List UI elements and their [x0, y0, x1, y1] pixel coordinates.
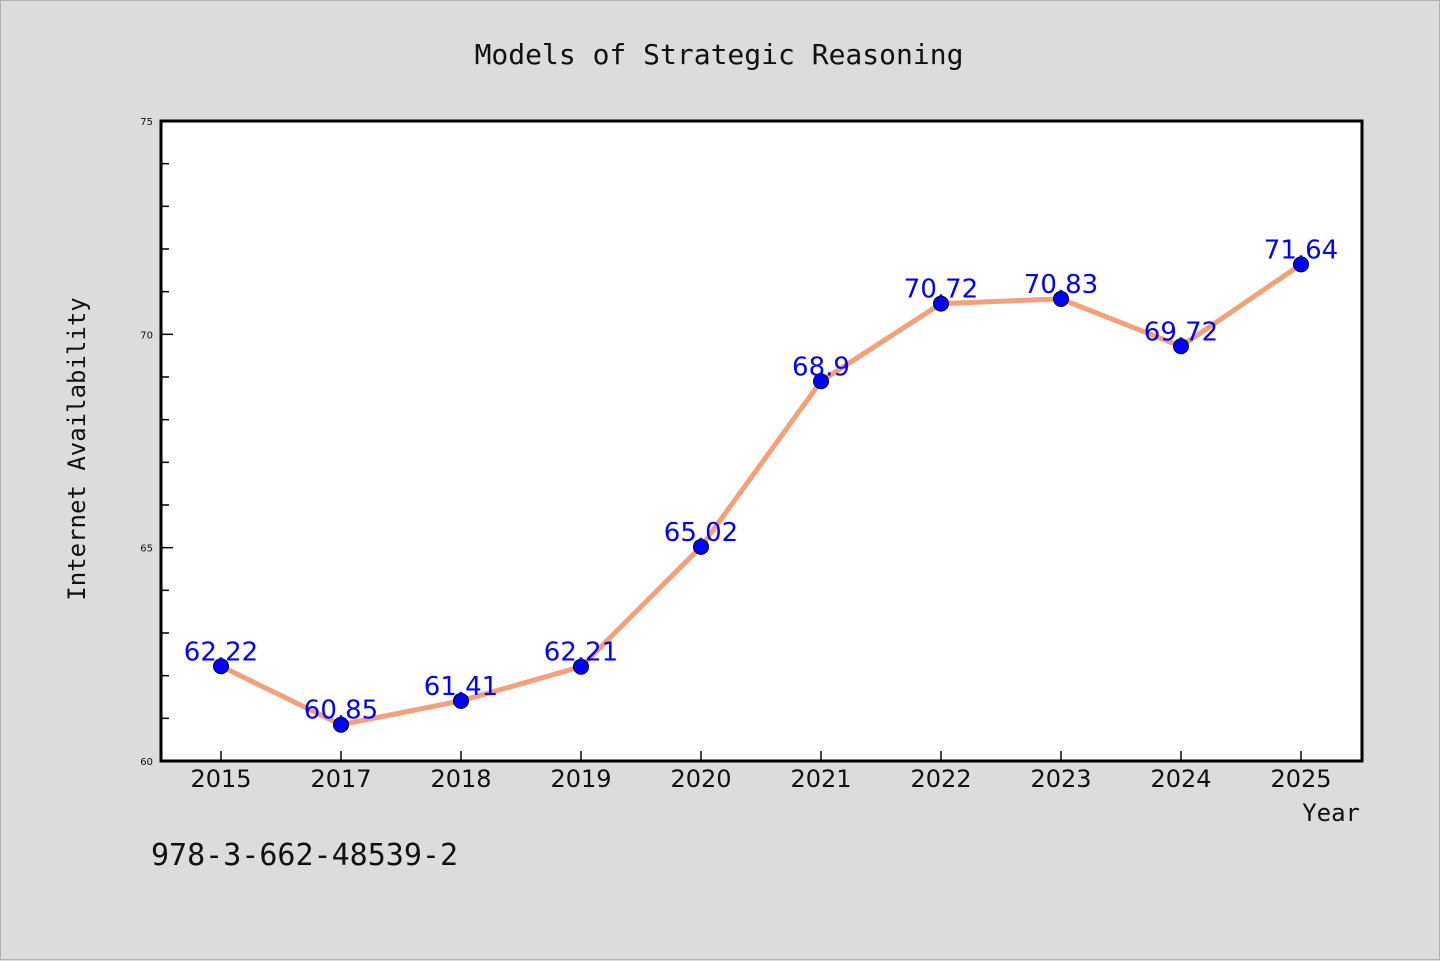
- data-label: 69.72: [1144, 317, 1218, 347]
- y-tick-label: 75: [140, 117, 153, 128]
- data-point: [453, 692, 469, 709]
- footnote-isbn: 978-3-662-48539-2: [151, 838, 458, 873]
- data-point: [213, 658, 229, 675]
- data-label: 61.41: [424, 672, 498, 702]
- plot-frame: [159, 119, 1364, 763]
- data-label: 70.83: [1024, 270, 1098, 300]
- x-tick-label: 2018: [430, 765, 491, 793]
- x-tick-label: 2015: [190, 765, 251, 793]
- chart-title: Models of Strategic Reasoning: [475, 38, 964, 71]
- data-point: [813, 373, 829, 390]
- y-tick-label: 65: [140, 544, 153, 555]
- data-point: [1173, 338, 1189, 355]
- data-label: 62.22: [184, 637, 258, 667]
- y-axis-label: Internet Availability: [63, 297, 91, 600]
- plot-area: [161, 121, 1362, 761]
- data-labels: 62.22 60.85 61.41 62.21 65.02 68.9 70.72 70.83 6…: [184, 235, 1338, 725]
- data-markers: [213, 256, 1309, 733]
- data-label: 68.9: [792, 352, 850, 382]
- data-label: 65.02: [664, 518, 738, 548]
- y-tick-label: 70: [140, 330, 153, 341]
- x-tick-label: 2023: [1030, 765, 1091, 793]
- data-label: 70.72: [904, 275, 978, 305]
- y-tick-label: 60: [140, 757, 153, 768]
- data-label: 60.85: [304, 696, 378, 726]
- data-point: [573, 658, 589, 675]
- data-label: 71.64: [1264, 235, 1338, 265]
- x-axis-label: Year: [1302, 799, 1360, 827]
- data-label: 62.21: [544, 638, 618, 668]
- series-line: [218, 261, 1304, 728]
- data-point: [1053, 290, 1069, 307]
- x-axis: 2015 2017 2018 2019 2020 2021 2022 2023 2024 2025: [190, 751, 1332, 793]
- x-tick-label: 2019: [550, 765, 611, 793]
- data-point: [693, 538, 709, 555]
- x-tick-label: 2024: [1150, 765, 1211, 793]
- data-point: [333, 716, 349, 733]
- x-tick-label: 2022: [910, 765, 971, 793]
- data-point: [933, 295, 949, 312]
- x-tick-label: 2020: [670, 765, 731, 793]
- x-tick-label: 2021: [790, 765, 851, 793]
- x-tick-label: 2025: [1270, 765, 1331, 793]
- x-tick-label: 2017: [310, 765, 371, 793]
- data-point: [1293, 256, 1309, 273]
